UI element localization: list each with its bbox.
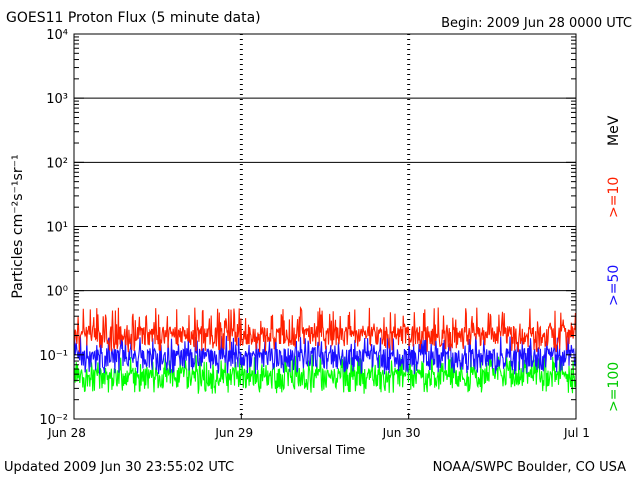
x-tick-label-1: Jun 29 (214, 426, 253, 440)
y-tick-label-0: 10⁻² (39, 413, 68, 428)
legend-series-50: >=50 (606, 264, 622, 306)
x-axis-label: Universal Time (276, 443, 366, 457)
series-line-1 (73, 335, 577, 375)
y-tick-label-5: 10³ (46, 92, 68, 107)
legend-series-100: >=100 (606, 361, 622, 412)
data-credit: NOAA/SWPC Boulder, CO USA (432, 460, 626, 475)
updated-timestamp: Updated 2009 Jun 30 23:55:02 UTC (4, 460, 235, 475)
x-tick-label-3: Jul 1 (563, 426, 590, 440)
x-tick-label-0: Jun 28 (47, 426, 86, 440)
y-tick-label-3: 10¹ (46, 221, 68, 236)
legend-series-10: >=10 (606, 176, 622, 218)
chart-title: GOES11 Proton Flux (5 minute data) (6, 10, 261, 26)
y-tick-label-1: 10⁻¹ (39, 349, 68, 364)
begin-time: Begin: 2009 Jun 28 0000 UTC (441, 16, 632, 31)
y-tick-label-6: 10⁴ (46, 28, 68, 43)
y-axis-label: Particles cm⁻²s⁻¹sr⁻¹ (10, 154, 26, 298)
y-tick-label-4: 10² (46, 156, 68, 171)
legend-units: MeV (606, 115, 622, 146)
series-line-0 (73, 306, 577, 353)
y-tick-label-2: 10⁰ (46, 285, 68, 300)
x-tick-label-2: Jun 30 (382, 426, 421, 440)
